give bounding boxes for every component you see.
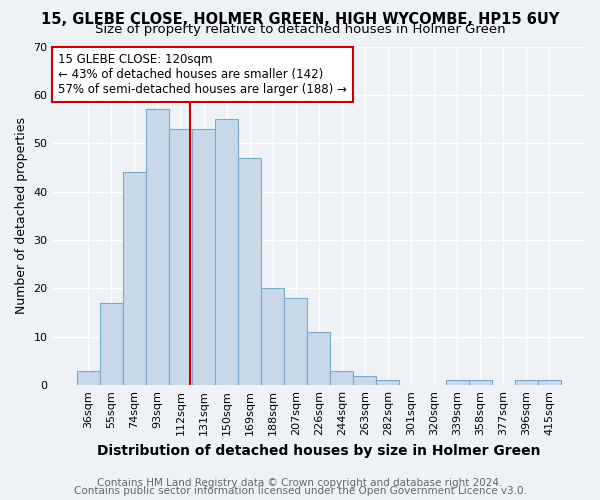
Bar — [376, 380, 400, 385]
X-axis label: Distribution of detached houses by size in Holmer Green: Distribution of detached houses by size … — [97, 444, 541, 458]
Bar — [538, 380, 561, 385]
Bar — [215, 119, 238, 385]
Text: Size of property relative to detached houses in Holmer Green: Size of property relative to detached ho… — [95, 24, 505, 36]
Bar — [77, 370, 100, 385]
Text: Contains HM Land Registry data © Crown copyright and database right 2024.: Contains HM Land Registry data © Crown c… — [97, 478, 503, 488]
Text: Contains public sector information licensed under the Open Government Licence v3: Contains public sector information licen… — [74, 486, 526, 496]
Bar — [446, 380, 469, 385]
Bar — [261, 288, 284, 385]
Bar — [100, 303, 123, 385]
Bar — [353, 376, 376, 385]
Y-axis label: Number of detached properties: Number of detached properties — [15, 118, 28, 314]
Bar — [169, 129, 192, 385]
Bar — [238, 158, 261, 385]
Bar — [284, 298, 307, 385]
Bar — [146, 110, 169, 385]
Text: 15 GLEBE CLOSE: 120sqm
← 43% of detached houses are smaller (142)
57% of semi-de: 15 GLEBE CLOSE: 120sqm ← 43% of detached… — [58, 54, 347, 96]
Bar — [469, 380, 491, 385]
Bar — [123, 172, 146, 385]
Bar — [307, 332, 330, 385]
Bar — [515, 380, 538, 385]
Bar — [330, 370, 353, 385]
Bar — [192, 129, 215, 385]
Text: 15, GLEBE CLOSE, HOLMER GREEN, HIGH WYCOMBE, HP15 6UY: 15, GLEBE CLOSE, HOLMER GREEN, HIGH WYCO… — [41, 12, 559, 28]
